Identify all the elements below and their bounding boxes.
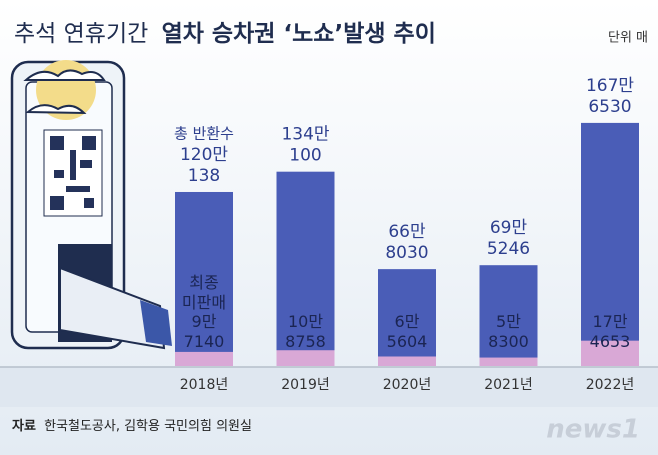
bar	[581, 340, 639, 366]
value-label: 69만 5246	[487, 218, 530, 259]
x-tick-label: 2018년	[180, 377, 229, 393]
value-label: 17만 4653	[590, 312, 631, 351]
value-label: 9만 7140	[184, 312, 225, 351]
illustration	[10, 60, 172, 350]
unit: 단위 매	[608, 31, 648, 46]
bar	[479, 357, 538, 366]
bar	[175, 191, 233, 366]
source: 자료 한국철도공사, 김학용 국민의힘 의원실	[12, 419, 252, 434]
legend-label: 최종 미판매	[182, 273, 226, 312]
x-tick-label: 2019년	[281, 377, 330, 393]
x-tick-label: 2020년	[383, 377, 432, 393]
bar	[276, 171, 335, 366]
title-part: 열차 승차권 ‘노쇼’발생 추이	[162, 21, 436, 47]
chart-title: 추석 연휴기간 열차 승차권 ‘노쇼’발생 추이	[14, 21, 436, 47]
x-tick-label: 2022년	[586, 377, 635, 393]
legend-label: 총 반환수	[174, 124, 234, 142]
title-part: 추석 연휴기간	[14, 21, 148, 47]
logo: news1	[546, 415, 640, 445]
source-text: 한국철도공사, 김학용 국민의힘 의원실	[44, 419, 252, 434]
value-label: 134만 100	[281, 125, 329, 166]
bar	[479, 265, 538, 366]
bar	[581, 122, 639, 366]
value-label: 6만 5604	[387, 312, 428, 351]
value-label: 10만 8758	[285, 312, 326, 351]
bar	[378, 356, 436, 366]
x-tick-label: 2021년	[484, 377, 533, 393]
source-label: 자료	[12, 419, 36, 434]
bar	[378, 269, 436, 366]
bar	[175, 351, 233, 366]
value-label: 167만 6530	[586, 76, 634, 117]
floor	[0, 367, 658, 407]
value-label: 120만 138	[180, 145, 228, 186]
bar	[276, 350, 335, 366]
value-label: 66만 8030	[385, 222, 428, 263]
value-label: 5만 8300	[488, 312, 529, 351]
